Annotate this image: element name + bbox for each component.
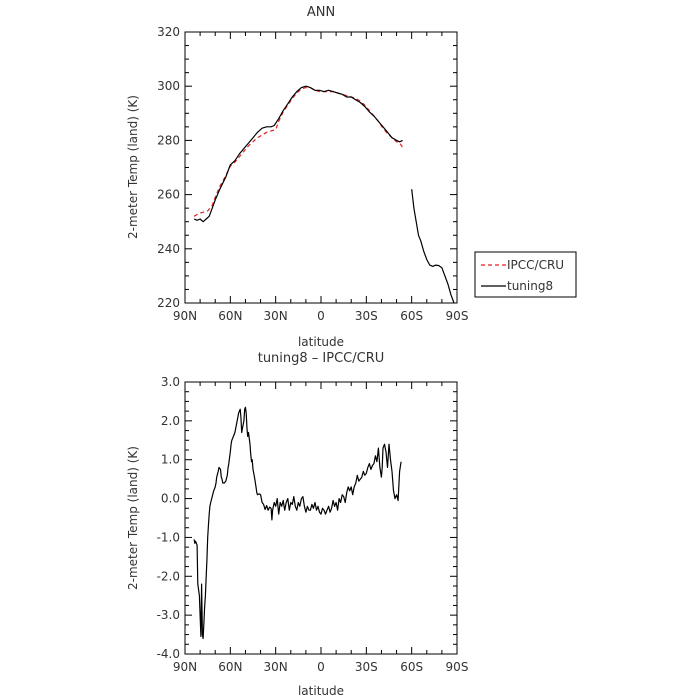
bottom-plot-frame (184, 381, 458, 655)
top-xlabel: latitude (298, 335, 344, 349)
top-ylabel: 2-meter Temp (land) (K) (126, 95, 140, 239)
bottom-y-tick-label: 0.0 (161, 492, 180, 506)
top-x-tick-label: 30S (355, 309, 378, 323)
top-x-tick-label: 60N (218, 309, 242, 323)
bottom-xlabel: latitude (298, 684, 344, 698)
top-x-tick-label: 30N (264, 309, 288, 323)
legend-label-ipcc-cru: IPCC/CRU (507, 258, 564, 272)
bottom-series-group (193, 406, 402, 640)
top-y-tick-label: 320 (157, 25, 180, 39)
bottom-x-tick-label: 30S (355, 660, 378, 674)
bottom-x-tick-label: 0 (317, 660, 325, 674)
top-plot-frame (184, 31, 458, 304)
bottom-x-tick-label: 60N (218, 660, 242, 674)
bottom-axis-ticks: 90N 60N 30N 0 30S 60S 90S -4.0 -3.0 -2.0 -1.0 0.0 1.… (157, 375, 469, 674)
top-series-tuning8-line-seg2 (411, 189, 455, 304)
bottom-y-tick-label: -4.0 (157, 647, 180, 661)
top-chart-title: ANN (307, 5, 335, 20)
top-x-tick-label: 90N (173, 309, 197, 323)
bottom-y-tick-label: 1.0 (161, 453, 180, 467)
bottom-series-difference-line (193, 406, 402, 640)
top-axis-ticks: 90N 60N 30N 0 30S 60S 90S 220 240 260 280 300 320 (157, 25, 468, 323)
top-y-tick-label: 240 (157, 242, 180, 256)
bottom-x-tick-label: 30N (264, 660, 288, 674)
temperature-panel: ANN 2-meter Temp (land) (K) latitude 90N… (126, 5, 468, 349)
top-y-tick-label: 280 (157, 133, 180, 147)
top-y-tick-label: 260 (157, 188, 180, 202)
bottom-y-tick-label: 2.0 (161, 414, 180, 428)
bottom-y-tick-label: -2.0 (157, 569, 180, 583)
top-series-group (193, 85, 455, 304)
bottom-y-tick-label: 3.0 (161, 375, 180, 389)
legend-label-tuning8: tuning8 (507, 279, 553, 293)
legend: IPCC/CRU tuning8 (474, 251, 577, 298)
top-y-tick-label: 300 (157, 79, 180, 93)
top-y-tick-label: 220 (157, 296, 180, 310)
top-x-tick-label: 0 (317, 309, 325, 323)
bottom-y-tick-label: -1.0 (157, 530, 180, 544)
bottom-ylabel: 2-meter Temp (land) (K) (126, 446, 140, 590)
bottom-y-tick-label: -3.0 (157, 608, 180, 622)
top-series-ipcc-cru-line (193, 86, 404, 217)
top-x-tick-label: 90S (446, 309, 469, 323)
top-series-tuning8-line-seg1 (193, 85, 403, 223)
bottom-chart-title: tuning8 – IPCC/CRU (258, 351, 385, 366)
difference-panel: tuning8 – IPCC/CRU 2-meter Temp (land) (… (126, 351, 468, 698)
bottom-x-tick-label: 60S (400, 660, 423, 674)
top-x-tick-label: 60S (400, 309, 423, 323)
bottom-x-tick-label: 90S (446, 660, 469, 674)
legend-box (474, 251, 577, 298)
bottom-x-tick-label: 90N (173, 660, 197, 674)
